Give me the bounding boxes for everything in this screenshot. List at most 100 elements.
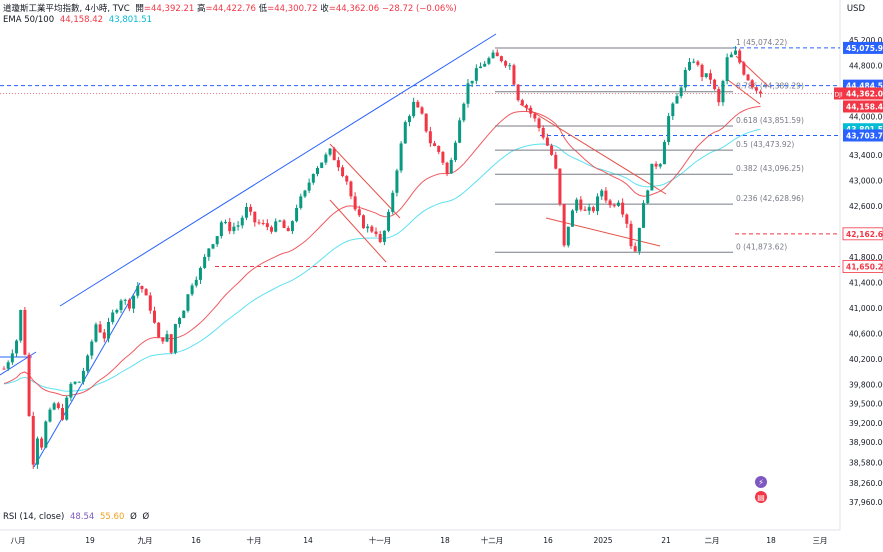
candle-body xyxy=(583,209,587,211)
candle-body xyxy=(15,340,19,354)
time-axis-tick-label: 21 xyxy=(661,536,671,545)
candle-body xyxy=(244,206,248,218)
candle-body xyxy=(437,146,441,152)
candle-body xyxy=(349,181,353,197)
candle-body xyxy=(94,324,98,342)
price-axis-tick-label: 44,800.00 xyxy=(849,62,883,71)
candle-body xyxy=(688,61,692,70)
ema-label[interactable]: EMA 50/100 xyxy=(3,15,55,25)
candle-body xyxy=(591,207,595,212)
candle-body xyxy=(370,226,374,232)
candle-body xyxy=(366,226,370,229)
red-wedge-upper xyxy=(329,143,401,219)
candle-body xyxy=(604,190,608,201)
candle-body xyxy=(387,211,391,231)
high-label: 高 xyxy=(196,4,206,14)
price-axis-tick-label: 43,400.00 xyxy=(849,151,883,160)
candle-body xyxy=(261,223,265,225)
legend-line-2: EMA 50/100 44,158.42 43,801.51 xyxy=(3,15,152,25)
candle-body xyxy=(182,310,186,319)
flag-icon[interactable]: ▤ xyxy=(755,491,767,503)
candle-body xyxy=(123,299,127,301)
price-axis-tick-label: 40,200.00 xyxy=(849,355,883,364)
candle-body xyxy=(729,54,733,58)
lightning-icon[interactable]: ⚡ xyxy=(755,476,767,488)
candle-body xyxy=(165,334,169,342)
change-value: −28.72 (−0.06%) xyxy=(381,4,457,14)
candle-body xyxy=(424,113,428,132)
candle-body xyxy=(240,217,244,226)
candle-body xyxy=(725,57,729,82)
candle-body xyxy=(721,81,725,103)
candle-body xyxy=(190,285,194,295)
high-value: =44,422.76 xyxy=(205,4,256,14)
price-axis-tick-label: 44,000.00 xyxy=(849,113,883,122)
candle-body xyxy=(111,312,115,322)
fib-level-label: 0.786 (44,389.29) xyxy=(736,82,804,91)
candle-body xyxy=(420,107,424,114)
candle-body xyxy=(35,438,39,465)
candle-body xyxy=(491,52,495,59)
candle-body xyxy=(81,370,85,382)
candle-body xyxy=(683,69,687,88)
time-axis-tick-label: 二月 xyxy=(705,536,720,545)
time-axis-tick-label: 2025 xyxy=(593,536,612,545)
candle-body xyxy=(361,215,365,229)
price-label-text: 45,075.96 xyxy=(846,44,883,53)
rsi-label[interactable]: RSI (14, close) xyxy=(3,512,65,522)
candle-body xyxy=(399,143,403,171)
candle-body xyxy=(545,137,549,146)
candle-body xyxy=(56,403,60,409)
candle-body xyxy=(529,107,533,114)
time-axis-tick-label: 14 xyxy=(303,536,313,545)
time-axis-tick-label: 18 xyxy=(766,536,776,545)
candle-body xyxy=(253,211,257,223)
candle-body xyxy=(696,61,700,65)
red-wedge-upper-3 xyxy=(735,55,769,87)
red-wedge-lower-3 xyxy=(727,79,761,105)
low-value: =44,300.72 xyxy=(267,4,318,14)
candle-body xyxy=(654,163,658,167)
candle-body xyxy=(508,65,512,67)
candle-body xyxy=(203,256,207,268)
currency-label[interactable]: USD xyxy=(846,4,865,14)
open-value: =44,392.21 xyxy=(143,4,195,14)
price-label-box xyxy=(843,100,883,113)
price-label-text: 42,162.61 xyxy=(846,230,883,239)
price-label-box xyxy=(843,129,883,142)
candle-body xyxy=(717,89,721,103)
candle-body xyxy=(704,73,708,78)
candle-body xyxy=(646,190,650,204)
candle-body xyxy=(562,204,566,246)
blue-trendline-lower xyxy=(33,282,141,468)
candle-body xyxy=(608,200,612,206)
symbol-title[interactable]: 道瓊斯工業平均指數, 4小時, TVC xyxy=(3,4,130,14)
candle-body xyxy=(713,79,717,90)
candle-body xyxy=(328,148,332,155)
fib-level-label: 0.618 (43,851.59) xyxy=(736,116,804,125)
candle-body xyxy=(621,202,625,215)
candle-body xyxy=(10,353,14,363)
price-label-text: 44,362.06 xyxy=(846,89,883,98)
time-axis-tick-label: 16 xyxy=(543,536,553,545)
candle-body xyxy=(675,96,679,104)
candle-body xyxy=(274,221,278,232)
candle-body xyxy=(516,84,520,101)
candle-body xyxy=(332,148,336,161)
candle-body xyxy=(700,64,704,78)
price-axis-tick-label: 41,400.00 xyxy=(849,278,883,287)
candle-body xyxy=(307,182,311,191)
time-axis-tick-label: 18 xyxy=(440,536,450,545)
candle-body xyxy=(77,381,81,383)
candle-body xyxy=(336,160,340,168)
candle-body xyxy=(61,408,65,420)
candle-body xyxy=(102,332,106,339)
candle-body xyxy=(161,337,165,342)
price-label-text: 41,650.22 xyxy=(846,263,883,272)
candle-body xyxy=(90,341,94,356)
candle-body xyxy=(428,131,432,144)
blue-trendline-left xyxy=(0,351,37,376)
candle-body xyxy=(512,65,516,85)
